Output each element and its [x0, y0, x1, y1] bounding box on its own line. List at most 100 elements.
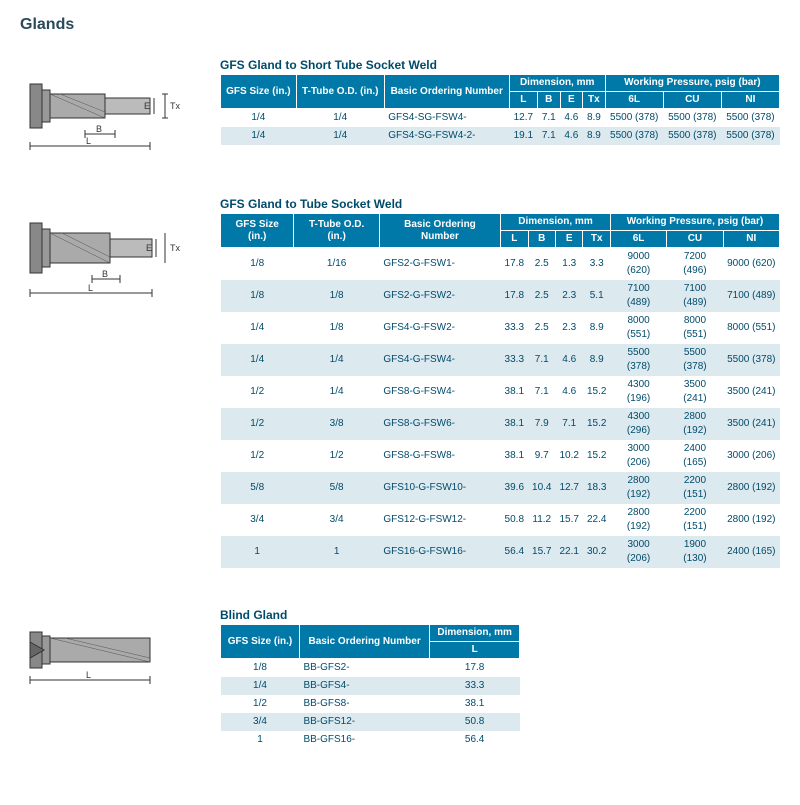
cell-L: 56.4 — [501, 536, 528, 568]
cell-L: 17.8 — [430, 659, 520, 678]
cell-L: 33.3 — [430, 677, 520, 695]
cell-num: GFS16-G-FSW16- — [379, 536, 500, 568]
cell-B: 2.5 — [528, 248, 555, 281]
th-E: E — [555, 231, 582, 248]
table-row: 1/81/8GFS2-G-FSW2-17.82.52.35.17100 (489… — [221, 280, 780, 312]
cell-L: 17.8 — [501, 248, 528, 281]
cell-ttube: 3/4 — [294, 504, 379, 536]
th-wp: Working Pressure, psig (bar) — [610, 214, 779, 231]
th-E: E — [560, 92, 583, 109]
cell-pNI: 5500 (378) — [721, 127, 779, 145]
th-wp: Working Pressure, psig (bar) — [605, 75, 779, 92]
cell-ttube: 1/16 — [294, 248, 379, 281]
label-e: E — [144, 101, 150, 111]
cell-pNI: 3000 (206) — [723, 440, 779, 472]
cell-pCU: 1900 (130) — [667, 536, 723, 568]
cell-L: 38.1 — [430, 695, 520, 713]
th-B: B — [528, 231, 555, 248]
cell-num: BB-GFS4- — [299, 677, 429, 695]
label-l: L — [86, 136, 91, 146]
cell-p6L: 4300 (196) — [610, 376, 666, 408]
cell-E: 22.1 — [555, 536, 582, 568]
cell-Tx: 8.9 — [583, 312, 610, 344]
table-row: 1/4BB-GFS4-33.3 — [221, 677, 520, 695]
cell-gfs: 1/4 — [221, 344, 294, 376]
cell-gfs: 1/8 — [221, 280, 294, 312]
cell-p6L: 9000 (620) — [610, 248, 666, 281]
svg-text:L: L — [88, 283, 93, 293]
cell-p6L: 5500 (378) — [605, 127, 663, 145]
cell-gfs: 1/4 — [221, 109, 297, 128]
table1-title: GFS Gland to Short Tube Socket Weld — [220, 58, 780, 72]
cell-gfs: 1/4 — [221, 312, 294, 344]
cell-E: 12.7 — [555, 472, 582, 504]
cell-ttube: 1/8 — [294, 280, 379, 312]
th-6L: 6L — [605, 92, 663, 109]
table-row: 1/41/8GFS4-G-FSW2-33.32.52.38.98000 (551… — [221, 312, 780, 344]
th-CU: CU — [667, 231, 723, 248]
cell-pCU: 2200 (151) — [667, 472, 723, 504]
th-6L: 6L — [610, 231, 666, 248]
th-NI: NI — [721, 92, 779, 109]
cell-Tx: 5.1 — [583, 280, 610, 312]
th-gfs: GFS Size (in.) — [221, 214, 294, 248]
cell-pNI: 2800 (192) — [723, 504, 779, 536]
th-basic: Basic Ordering Number — [299, 625, 429, 659]
cell-num: GFS10-G-FSW10- — [379, 472, 500, 504]
cell-E: 10.2 — [555, 440, 582, 472]
th-L: L — [509, 92, 537, 109]
cell-Tx: 8.9 — [583, 127, 606, 145]
cell-gfs: 1/2 — [221, 440, 294, 472]
cell-B: 7.1 — [528, 376, 555, 408]
cell-gfs: 1/2 — [221, 376, 294, 408]
th-gfs: GFS Size (in.) — [221, 625, 300, 659]
cell-L: 39.6 — [501, 472, 528, 504]
cell-pNI: 9000 (620) — [723, 248, 779, 281]
cell-ttube: 1/4 — [294, 376, 379, 408]
cell-Tx: 15.2 — [583, 440, 610, 472]
cell-B: 7.9 — [528, 408, 555, 440]
th-gfs: GFS Size (in.) — [221, 75, 297, 109]
cell-Tx: 15.2 — [583, 376, 610, 408]
cell-ttube: 1/2 — [294, 440, 379, 472]
table2: GFS Size (in.) T-Tube O.D. (in.) Basic O… — [220, 213, 780, 568]
cell-L: 38.1 — [501, 376, 528, 408]
cell-p6L: 8000 (551) — [610, 312, 666, 344]
cell-pNI: 3500 (241) — [723, 408, 779, 440]
cell-p6L: 2800 (192) — [610, 472, 666, 504]
th-Tx: Tx — [583, 92, 606, 109]
cell-L: 12.7 — [509, 109, 537, 128]
table-row: 11GFS16-G-FSW16-56.415.722.130.23000 (20… — [221, 536, 780, 568]
cell-Tx: 30.2 — [583, 536, 610, 568]
cell-num: BB-GFS8- — [299, 695, 429, 713]
cell-L: 56.4 — [430, 731, 520, 749]
cell-pCU: 2400 (165) — [667, 440, 723, 472]
cell-E: 4.6 — [555, 376, 582, 408]
cell-num: GFS4-SG-FSW4-2- — [384, 127, 509, 145]
cell-L: 50.8 — [501, 504, 528, 536]
cell-ttube: 1/4 — [296, 127, 384, 145]
cell-pCU: 5500 (378) — [663, 127, 721, 145]
cell-num: GFS4-G-FSW2- — [379, 312, 500, 344]
cell-pCU: 3500 (241) — [667, 376, 723, 408]
cell-pCU: 7100 (489) — [667, 280, 723, 312]
svg-text:B: B — [102, 269, 108, 279]
cell-B: 7.1 — [528, 344, 555, 376]
cell-Tx: 8.9 — [583, 109, 606, 128]
cell-ttube: 5/8 — [294, 472, 379, 504]
table-row: 1BB-GFS16-56.4 — [221, 731, 520, 749]
cell-L: 38.1 — [501, 440, 528, 472]
cell-L: 19.1 — [509, 127, 537, 145]
cell-Tx: 8.9 — [583, 344, 610, 376]
cell-gfs: 1/2 — [221, 408, 294, 440]
cell-E: 2.3 — [555, 280, 582, 312]
cell-num: GFS2-G-FSW2- — [379, 280, 500, 312]
cell-gfs: 1/8 — [221, 248, 294, 281]
th-ttube: T-Tube O.D. (in.) — [294, 214, 379, 248]
cell-num: BB-GFS2- — [299, 659, 429, 678]
table-row: 1/41/4GFS4-G-FSW4-33.37.14.68.95500 (378… — [221, 344, 780, 376]
cell-L: 50.8 — [430, 713, 520, 731]
table-row: 3/43/4GFS12-G-FSW12-50.811.215.722.42800… — [221, 504, 780, 536]
table-row: 1/2BB-GFS8-38.1 — [221, 695, 520, 713]
table-row: 1/21/4GFS8-G-FSW4-38.17.14.615.24300 (19… — [221, 376, 780, 408]
